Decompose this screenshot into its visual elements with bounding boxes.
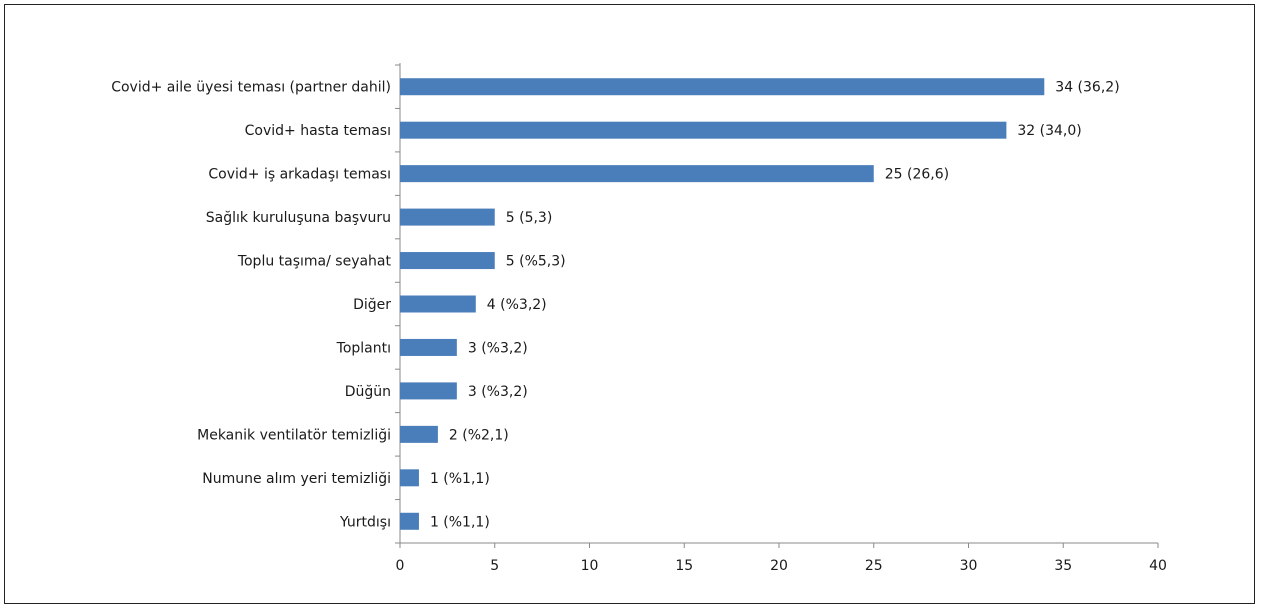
category-label: Toplu taşıma/ seyahat (237, 254, 392, 270)
x-tick-label: 5 (490, 558, 499, 574)
category-label: Sağlık kuruluşuna başvuru (206, 210, 391, 226)
category-label: Covid+ iş arkadaşı teması (208, 167, 391, 183)
bar (400, 121, 1007, 139)
category-label: Yurtdışı (339, 514, 391, 530)
data-label: 1 (%1,1) (430, 514, 490, 530)
data-label: 3 (%3,2) (468, 384, 528, 400)
chart-frame: Covid+ aile üyesi teması (partner dahil)… (4, 4, 1255, 604)
category-label: Diğer (353, 297, 391, 313)
data-label: 5 (%5,3) (506, 254, 566, 270)
bar (400, 425, 438, 443)
data-label: 1 (%1,1) (430, 471, 490, 487)
category-label: Numune alım yeri temizliği (202, 471, 391, 487)
bar (400, 338, 457, 356)
category-label: Covid+ aile üyesi teması (partner dahil) (111, 80, 391, 96)
x-tick-label: 25 (865, 558, 883, 574)
category-label: Düğün (345, 384, 391, 400)
x-tick-label: 35 (1054, 558, 1072, 574)
bar-chart: Covid+ aile üyesi teması (partner dahil)… (111, 63, 1167, 574)
bar (400, 208, 495, 226)
x-tick-label: 10 (581, 558, 599, 574)
bar (400, 295, 476, 313)
category-label: Covid+ hasta teması (245, 123, 391, 139)
data-label: 4 (%3,2) (487, 297, 547, 313)
data-label: 5 (5,3) (506, 210, 553, 226)
x-tick-label: 0 (396, 558, 405, 574)
data-label: 32 (34,0) (1017, 123, 1081, 139)
x-tick-label: 15 (675, 558, 693, 574)
bar (400, 252, 495, 270)
bar (400, 382, 457, 400)
bar (400, 512, 419, 530)
data-label: 25 (26,6) (885, 167, 949, 183)
x-tick-label: 20 (770, 558, 788, 574)
x-tick-label: 40 (1149, 558, 1167, 574)
bar (400, 165, 874, 183)
category-label: Toplantı (336, 340, 391, 356)
bar (400, 78, 1045, 96)
data-label: 34 (36,2) (1055, 80, 1119, 96)
data-label: 3 (%3,2) (468, 340, 528, 356)
category-label: Mekanik ventilatör temizliği (197, 427, 391, 443)
x-tick-label: 30 (960, 558, 978, 574)
data-label: 2 (%2,1) (449, 427, 509, 443)
bar (400, 469, 419, 487)
